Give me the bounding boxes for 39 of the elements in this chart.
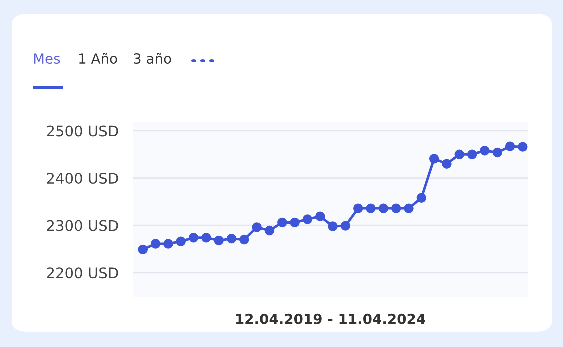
point [391,204,402,214]
point [188,233,199,243]
point [429,154,440,164]
point [378,204,389,214]
y-tick-label: 2400 USD [47,173,118,184]
text: 1 Año [80,53,118,64]
point [492,148,502,158]
point [353,204,364,214]
point [214,236,224,246]
point [252,222,262,232]
point [442,159,452,169]
point [240,234,250,245]
y-tick-label: 2200 USD [47,268,118,279]
point [176,236,186,247]
point [316,212,326,222]
y-tick-label: 2500 USD [47,126,118,137]
point [302,214,313,224]
text: 3 año [134,53,172,64]
point [505,142,516,152]
point [416,193,427,204]
point [404,204,414,214]
point [518,142,528,152]
point [454,150,464,160]
point [278,218,288,228]
x-axis-title: 12.04.2019 - 11.04.2024 [236,314,426,324]
point [366,204,376,214]
point [480,146,490,156]
text: Mes [34,54,60,64]
point [138,244,148,255]
point [150,239,161,249]
point [226,234,237,244]
point [467,150,478,160]
y-tick-label: 2300 USD [47,220,118,232]
point [340,221,351,231]
point [202,233,212,243]
point [264,226,275,236]
point [328,222,338,232]
point [290,218,300,228]
point [164,239,174,249]
